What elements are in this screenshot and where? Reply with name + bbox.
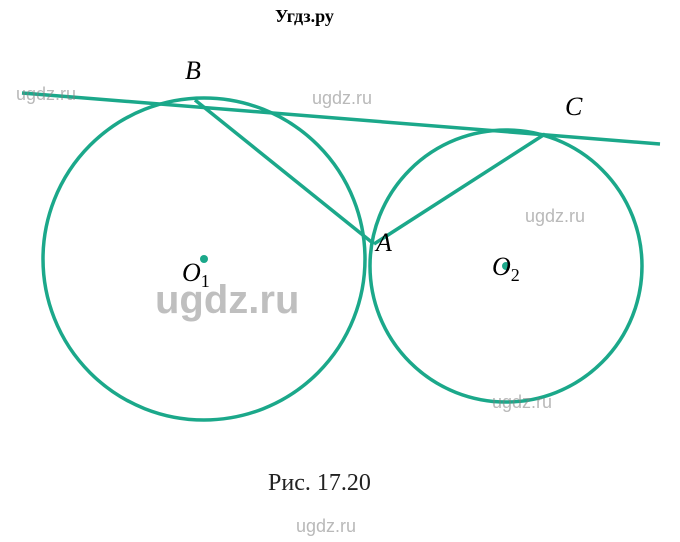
label-A: A: [376, 228, 392, 258]
label-O2: O2: [492, 252, 520, 286]
label-B: B: [185, 56, 201, 86]
label-C: C: [565, 92, 582, 122]
geometry-diagram: [0, 0, 680, 542]
label-O1: O1: [182, 258, 210, 292]
figure-caption: Рис. 17.20: [268, 470, 371, 497]
